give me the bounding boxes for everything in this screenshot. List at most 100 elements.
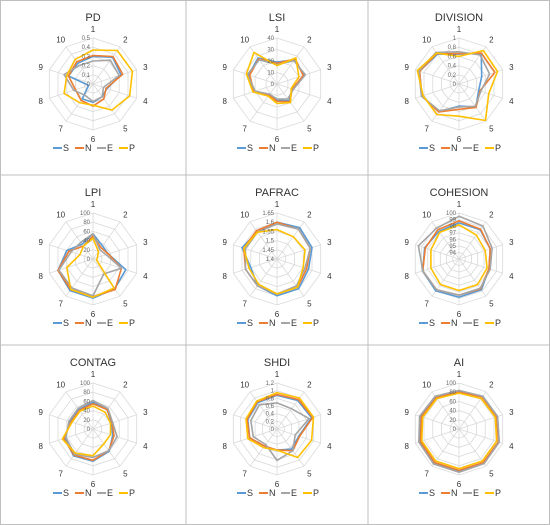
grid-spoke xyxy=(92,69,137,85)
grid-spoke xyxy=(49,428,94,444)
axis-category-label: 4 xyxy=(143,442,148,451)
axis-category-label: 5 xyxy=(307,125,312,134)
axis-category-label: 1 xyxy=(457,25,462,34)
axis-category-label: 4 xyxy=(327,442,332,451)
legend-label: P xyxy=(129,143,135,153)
axis-category-label: 6 xyxy=(457,310,462,319)
axis-category-label: 6 xyxy=(275,310,280,319)
axis-category-label: 7 xyxy=(58,300,63,309)
axis-category-label: 1 xyxy=(457,200,462,209)
axis-category-label: 1 xyxy=(457,370,462,379)
series-line-e xyxy=(417,389,501,474)
tick-label: 40 xyxy=(449,409,456,415)
axis-category-label: 2 xyxy=(489,36,494,45)
tick-label: 0.1 xyxy=(82,73,91,79)
axis-category-label: 10 xyxy=(56,211,65,220)
tick-label: 0 xyxy=(87,82,91,88)
grid-spoke xyxy=(276,46,305,85)
grid-spoke xyxy=(49,258,94,274)
legend-label: P xyxy=(313,488,319,498)
chart-title: LPI xyxy=(85,187,102,199)
grid-spoke xyxy=(233,414,278,430)
tick-label: 40 xyxy=(267,36,274,42)
tick-label: 1.45 xyxy=(262,248,274,254)
tick-label: 1.6 xyxy=(266,220,275,226)
legend-label: N xyxy=(269,488,276,498)
legend-label: P xyxy=(313,318,319,328)
axis-category-label: 9 xyxy=(404,63,409,72)
axis-category-label: 9 xyxy=(404,238,409,247)
axis-category-label: 7 xyxy=(58,125,63,134)
grid-spoke xyxy=(276,258,321,274)
tick-label: 20 xyxy=(83,418,90,424)
grid-spoke xyxy=(92,414,137,430)
axis-category-label: 9 xyxy=(404,408,409,417)
tick-label: 100 xyxy=(80,211,91,217)
grid-spoke xyxy=(276,244,321,260)
tick-label: 20 xyxy=(83,248,90,254)
legend-label: E xyxy=(107,318,113,328)
tick-label: 0.6 xyxy=(448,54,457,60)
grid-spoke xyxy=(458,428,503,444)
legend-label: S xyxy=(429,488,435,498)
series-line-p xyxy=(243,228,306,295)
series-line-e xyxy=(246,58,307,100)
grid-spoke xyxy=(233,258,278,274)
tick-label: 99 xyxy=(449,218,456,224)
tick-label: 80 xyxy=(449,390,456,396)
tick-label: 97 xyxy=(449,231,456,237)
tick-label: 10 xyxy=(267,71,274,77)
axis-category-label: 9 xyxy=(222,408,227,417)
axis-category-label: 7 xyxy=(424,300,429,309)
chart-title: PD xyxy=(85,12,100,24)
grid-spoke xyxy=(249,391,278,430)
axis-category-label: 3 xyxy=(509,238,514,247)
tick-label: 1.4 xyxy=(266,257,275,263)
legend-label: P xyxy=(495,318,501,328)
axis-category-label: 2 xyxy=(123,381,128,390)
series-line-n xyxy=(418,52,496,113)
series-line-e xyxy=(65,399,118,459)
chart-title: LSI xyxy=(269,12,286,24)
legend-label: N xyxy=(85,488,92,498)
grid-spoke xyxy=(431,428,460,467)
tick-label: 0.2 xyxy=(448,73,457,79)
axis-category-label: 3 xyxy=(509,408,514,417)
axis-category-label: 5 xyxy=(307,300,312,309)
grid-spoke xyxy=(92,428,137,444)
axis-category-label: 8 xyxy=(38,272,43,281)
grid-spoke xyxy=(458,83,487,122)
series-line-e xyxy=(250,402,310,462)
grid-spoke xyxy=(458,244,503,260)
grid-spoke xyxy=(92,428,121,467)
axis-category-label: 8 xyxy=(222,442,227,451)
axis-category-label: 3 xyxy=(327,238,332,247)
legend-label: S xyxy=(247,488,253,498)
axis-category-label: 10 xyxy=(240,381,249,390)
grid-spoke xyxy=(92,391,121,430)
tick-label: 0.2 xyxy=(266,419,275,425)
grid-spoke xyxy=(415,69,460,85)
tick-label: 0.8 xyxy=(266,396,275,402)
axis-category-label: 10 xyxy=(56,381,65,390)
axis-category-label: 1 xyxy=(275,25,280,34)
axis-category-label: 9 xyxy=(222,238,227,247)
axis-category-label: 5 xyxy=(489,300,494,309)
axis-category-label: 4 xyxy=(509,97,514,106)
tick-label: 80 xyxy=(83,390,90,396)
legend-label: E xyxy=(473,488,479,498)
axis-category-label: 10 xyxy=(422,36,431,45)
grid-spoke xyxy=(249,83,278,122)
series-line-e xyxy=(58,232,123,297)
tick-label: 1.2 xyxy=(266,381,275,387)
grid-spoke xyxy=(233,69,278,85)
tick-label: 40 xyxy=(83,239,90,245)
legend-label: S xyxy=(429,318,435,328)
